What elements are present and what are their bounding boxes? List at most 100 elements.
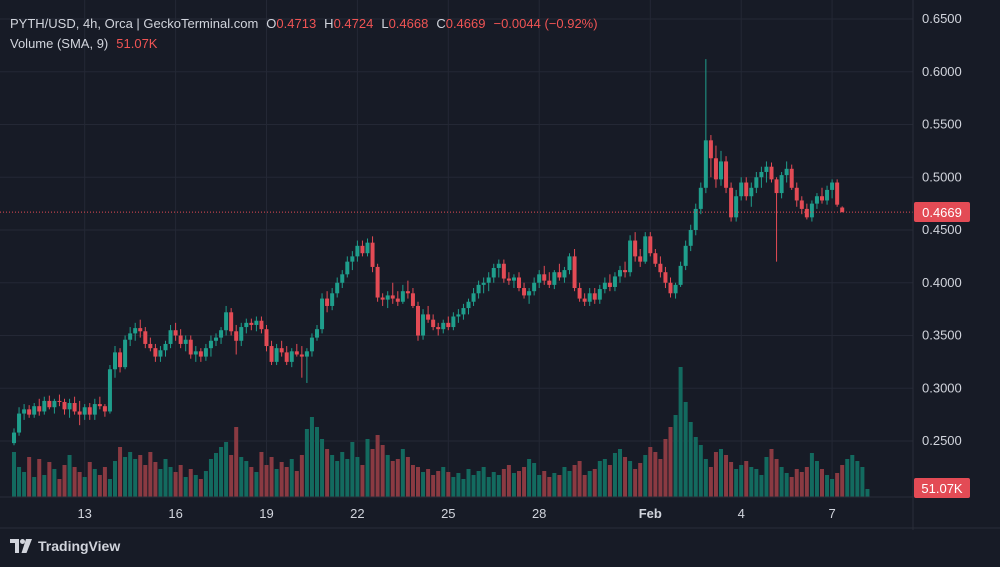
candle [239,322,244,347]
candle-body [496,263,501,268]
candle [224,305,229,336]
volume-bar [244,461,249,497]
price-tick-label: 0.4000 [922,275,962,290]
candle [698,182,703,215]
volume-bar [426,469,431,497]
candle [148,337,153,352]
candle-body [309,337,314,352]
candle-body [340,274,345,283]
volume-bar [330,455,335,497]
volume-bar [309,417,314,497]
volume-bar [123,457,128,497]
candle-body [325,298,330,306]
price-tick-label: 0.6000 [922,64,962,79]
candle [22,404,27,420]
volume-bar [264,465,269,497]
volume-bar [865,489,870,497]
candle [229,308,234,336]
volume-bar [163,459,168,497]
volume-bar [567,471,572,497]
candle [340,270,345,289]
volume-value: 51.07K [116,36,158,51]
candle-body [198,351,203,357]
volume-label[interactable]: Volume (SMA, 9) [10,36,109,51]
last-price-badge: 0.4669 [914,202,970,223]
candle [143,327,148,349]
candle-body [547,280,552,285]
candle [612,272,617,292]
candle-body [82,407,87,415]
candle-body [299,354,304,357]
tradingview-logo[interactable]: TradingView [10,538,120,554]
candle [17,407,22,436]
candle-body [612,276,617,287]
candle-body [62,401,67,410]
candle [476,280,481,299]
volume-bar [441,467,446,497]
candle-body [32,406,37,415]
volume-bar [67,455,72,497]
candle [779,171,784,199]
candle [471,288,476,306]
time-tick-label: 22 [350,506,364,521]
volume-bar [107,479,112,497]
candle [325,291,330,313]
candle-body [385,295,390,300]
price-axis[interactable]: 0.6500 0.6000 0.5500 0.5000 0.4500 0.4000 0.35… [922,11,962,448]
volume-bar [542,471,547,497]
volume-bar [653,452,658,497]
candle-body [825,189,830,201]
candle-body [562,270,567,278]
time-axis[interactable]: 13 16 19 22 25 28 Feb 4 7 [77,506,835,521]
volume-bar [284,467,289,497]
volume-bar [774,459,779,497]
volume-bar [572,465,577,497]
volume-bar [128,452,133,497]
volume-bar [537,475,542,497]
candle-body [522,288,527,296]
candle-body [587,293,592,302]
candle [168,324,173,349]
volume-bar [315,427,319,497]
candle-body [537,274,542,283]
candle [102,404,107,417]
volume-bar [506,465,511,497]
candle-body [592,293,597,300]
volume-bar [643,455,648,497]
volume-bar [789,477,794,497]
candle-body [426,314,431,320]
price-tick-label: 0.6500 [922,11,962,26]
volume-bar [345,459,350,497]
candle-body [193,351,198,355]
volume-bar [698,445,703,497]
candle-body [158,350,163,357]
candle [572,248,577,292]
volume-bar [87,462,92,497]
volume-bar [471,475,476,497]
volume-bar [592,469,597,497]
candle-body [673,284,678,294]
candle-body [274,348,279,362]
candle-body [229,312,234,332]
candle-body [365,242,370,254]
volume-bar [840,465,845,497]
candle-body [375,266,380,298]
candle [360,240,365,257]
volume-bar [688,422,693,497]
candle-body [269,346,274,362]
symbol-title[interactable]: PYTH/USD, 4h, Orca | GeckoTerminal.com [10,16,259,31]
volume-bar [809,453,814,497]
candle [708,135,713,178]
volume-bar [501,469,506,497]
price-tick-label: 0.4500 [922,222,962,237]
candle [703,59,708,194]
volume-bar [118,447,123,497]
candle [178,329,183,349]
volume-bar [739,465,744,497]
candle [113,346,117,378]
volume-bar [320,439,325,497]
candle-body [254,320,259,325]
candle-body [22,409,27,414]
volume-bar [259,452,264,497]
